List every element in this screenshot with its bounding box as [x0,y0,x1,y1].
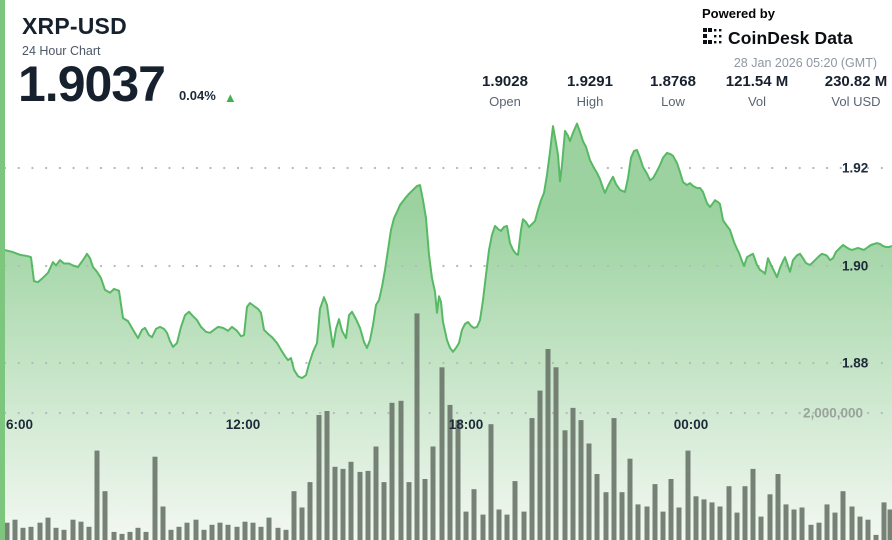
coindesk-logo-text: CoinDesk Data [728,28,853,48]
stat-high: 1.9291 High [567,73,613,109]
stat-open-value: 1.9028 [482,73,528,90]
stat-open-label: Open [489,94,521,109]
chart-subtitle: 24 Hour Chart [22,44,101,58]
stat-high-value: 1.9291 [567,73,613,90]
stat-open: 1.9028 Open [482,73,528,109]
instrument-title: XRP-USD [22,13,127,39]
accent-strip [0,0,5,540]
stat-vol-label: Vol [747,94,767,109]
coindesk-logo-icon [702,26,722,51]
stat-low-value: 1.8768 [650,73,696,90]
coindesk-logo[interactable]: CoinDesk Data [702,26,877,51]
time-axis-label-00:00: 00:00 [673,417,709,432]
stat-vol-usd-value: 230.82 M [824,73,888,90]
stat-low: 1.8768 Low [650,73,696,109]
stat-vol-usd: 230.82 M Vol USD [825,73,888,109]
ohlc-stats-row: 1.9028 Open 1.9291 High 1.8768 Low 121.5… [0,73,892,113]
price-axis-label-1.88: 1.88 [842,355,869,371]
time-axis-label-18:00: 18:00 [448,417,484,432]
stat-vol-value: 121.54 M [725,73,789,90]
stat-vol: 121.54 M Vol [726,73,789,109]
price-axis-label-1.90: 1.90 [842,258,869,274]
trend-up-icon: ▲ [223,90,237,105]
stat-low-label: Low [661,94,685,109]
time-axis-label-12:00: 12:00 [225,417,261,432]
time-axis-label-6:00: 6:00 [6,417,34,432]
volume-axis-label: 2,000,000 [803,405,864,421]
data-timestamp: 28 Jan 2026 05:20 (GMT) [733,56,877,70]
current-price: 1.9037 [18,56,166,112]
price-block: 1.9037 0.04% ▲ [18,56,237,112]
stat-high-label: High [576,94,604,109]
price-axis-label-1.92: 1.92 [842,160,869,176]
stat-vol-usd-label: Vol USD [831,94,881,109]
header-block: XRP-USD 24 Hour Chart [22,13,127,58]
price-change-percent: 0.04% [178,88,216,103]
powered-by-label: Powered by [702,6,775,21]
branding-block: Powered by CoinDesk Data 28 Jan 2026 05:… [702,6,877,70]
